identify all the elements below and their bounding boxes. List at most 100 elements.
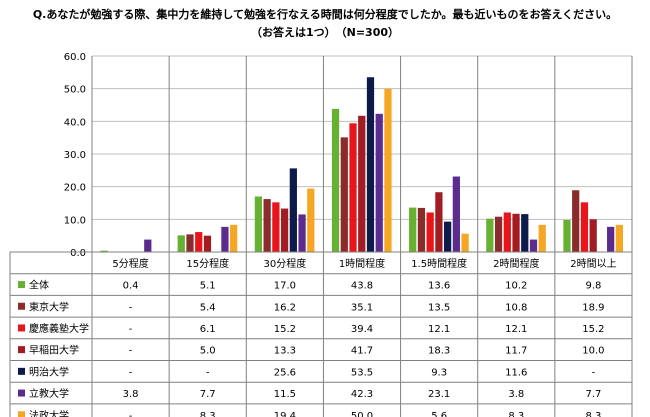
legend-swatch — [18, 281, 25, 289]
y-tick-label: 30.0 — [64, 150, 86, 161]
legend-swatch — [18, 324, 25, 332]
bar — [503, 212, 511, 252]
data-label: - — [129, 324, 133, 335]
bar — [384, 88, 392, 253]
data-label: 3.8 — [123, 389, 139, 400]
bar — [615, 224, 623, 252]
bar — [289, 168, 297, 252]
y-tick-label: 0.0 — [70, 248, 86, 259]
data-label: 5.0 — [200, 346, 216, 357]
data-label: - — [129, 411, 133, 417]
data-label: 6.1 — [200, 324, 216, 335]
data-label: 10.0 — [582, 346, 604, 357]
bar — [521, 214, 529, 252]
chart-title: Q.あなたが勉強する際、集中力を維持して勉強を行なえる時間は何分程度でしたか。最… — [32, 8, 618, 21]
data-label: 35.1 — [351, 302, 373, 313]
bar — [512, 213, 520, 252]
legend-label: 早稲田大学 — [29, 344, 79, 357]
bar — [358, 115, 366, 252]
legend-label: 法政大学 — [29, 409, 69, 417]
bar — [298, 214, 306, 252]
data-label: 18.9 — [582, 302, 604, 313]
y-tick-label: 40.0 — [64, 117, 86, 128]
data-label: 13.3 — [274, 346, 296, 357]
bar — [375, 113, 383, 252]
bar — [494, 216, 503, 252]
data-label: 9.8 — [585, 281, 601, 292]
bar — [195, 232, 203, 252]
table-border — [9, 251, 633, 417]
y-tick-label: 60.0 — [64, 52, 86, 63]
bar — [272, 202, 280, 252]
data-label: 10.8 — [505, 302, 527, 313]
bar — [230, 224, 238, 252]
bar — [452, 176, 460, 252]
bar — [366, 77, 375, 252]
bar — [486, 218, 494, 252]
category-label: 2時間程度 — [493, 257, 539, 270]
data-label: 18.3 — [428, 346, 450, 357]
legend-label: 明治大学 — [29, 365, 69, 378]
data-label: 13.5 — [428, 302, 450, 313]
legend-swatch — [18, 367, 25, 375]
category-label: 2時間以上 — [570, 258, 616, 270]
bar — [221, 226, 229, 252]
bar — [340, 137, 348, 252]
category-label: 1時間程度 — [339, 257, 385, 270]
legend-label: 立教大学 — [29, 387, 69, 400]
bar — [538, 224, 546, 252]
data-label: 12.1 — [428, 324, 450, 335]
data-label: 42.3 — [351, 389, 373, 400]
data-label: - — [129, 346, 133, 357]
data-label: 5.1 — [200, 281, 216, 292]
data-label: 16.2 — [274, 302, 296, 313]
data-label: 5.4 — [200, 302, 216, 313]
bar — [426, 212, 434, 252]
bar — [607, 226, 615, 252]
data-label: 19.4 — [274, 411, 296, 417]
bar — [263, 199, 271, 252]
legend-swatch — [18, 302, 25, 310]
legend-swatch — [18, 389, 25, 397]
bar — [307, 188, 315, 252]
bar — [435, 192, 443, 252]
bar — [331, 108, 340, 252]
y-tick-label: 50.0 — [64, 85, 86, 96]
bar — [186, 234, 194, 252]
bar — [100, 250, 108, 252]
bar — [444, 221, 452, 252]
bar — [529, 239, 538, 252]
data-label: 9.3 — [431, 367, 447, 378]
legend-label: 慶應義塾大学 — [29, 322, 89, 335]
data-label: 8.3 — [200, 411, 216, 417]
data-label: 8.3 — [585, 411, 601, 417]
data-label: 15.2 — [274, 324, 296, 335]
bar — [349, 123, 357, 252]
bar — [563, 219, 571, 252]
legend-label: 全体 — [29, 279, 49, 292]
data-label: 7.7 — [585, 389, 601, 400]
bar — [409, 207, 417, 252]
data-label: - — [592, 367, 596, 378]
legend-label: 東京大学 — [29, 300, 69, 313]
data-label: 11.7 — [505, 346, 527, 357]
data-label: 50.0 — [351, 411, 373, 417]
legend-swatch — [18, 346, 25, 354]
data-label: 11.5 — [274, 389, 296, 400]
data-label: 13.6 — [428, 281, 450, 292]
bar — [580, 202, 589, 252]
data-label: 53.5 — [351, 367, 373, 378]
data-label: 23.1 — [428, 389, 450, 400]
category-label: 30分程度 — [263, 257, 306, 270]
category-label: 15分程度 — [186, 257, 229, 270]
y-tick-label: 20.0 — [64, 183, 86, 194]
data-label: 11.6 — [505, 367, 527, 378]
bar — [203, 235, 212, 252]
category-label: 5分程度 — [112, 257, 148, 270]
bar — [144, 239, 152, 252]
data-label: 17.0 — [274, 281, 296, 292]
data-label: - — [129, 302, 133, 313]
bar — [280, 208, 289, 252]
